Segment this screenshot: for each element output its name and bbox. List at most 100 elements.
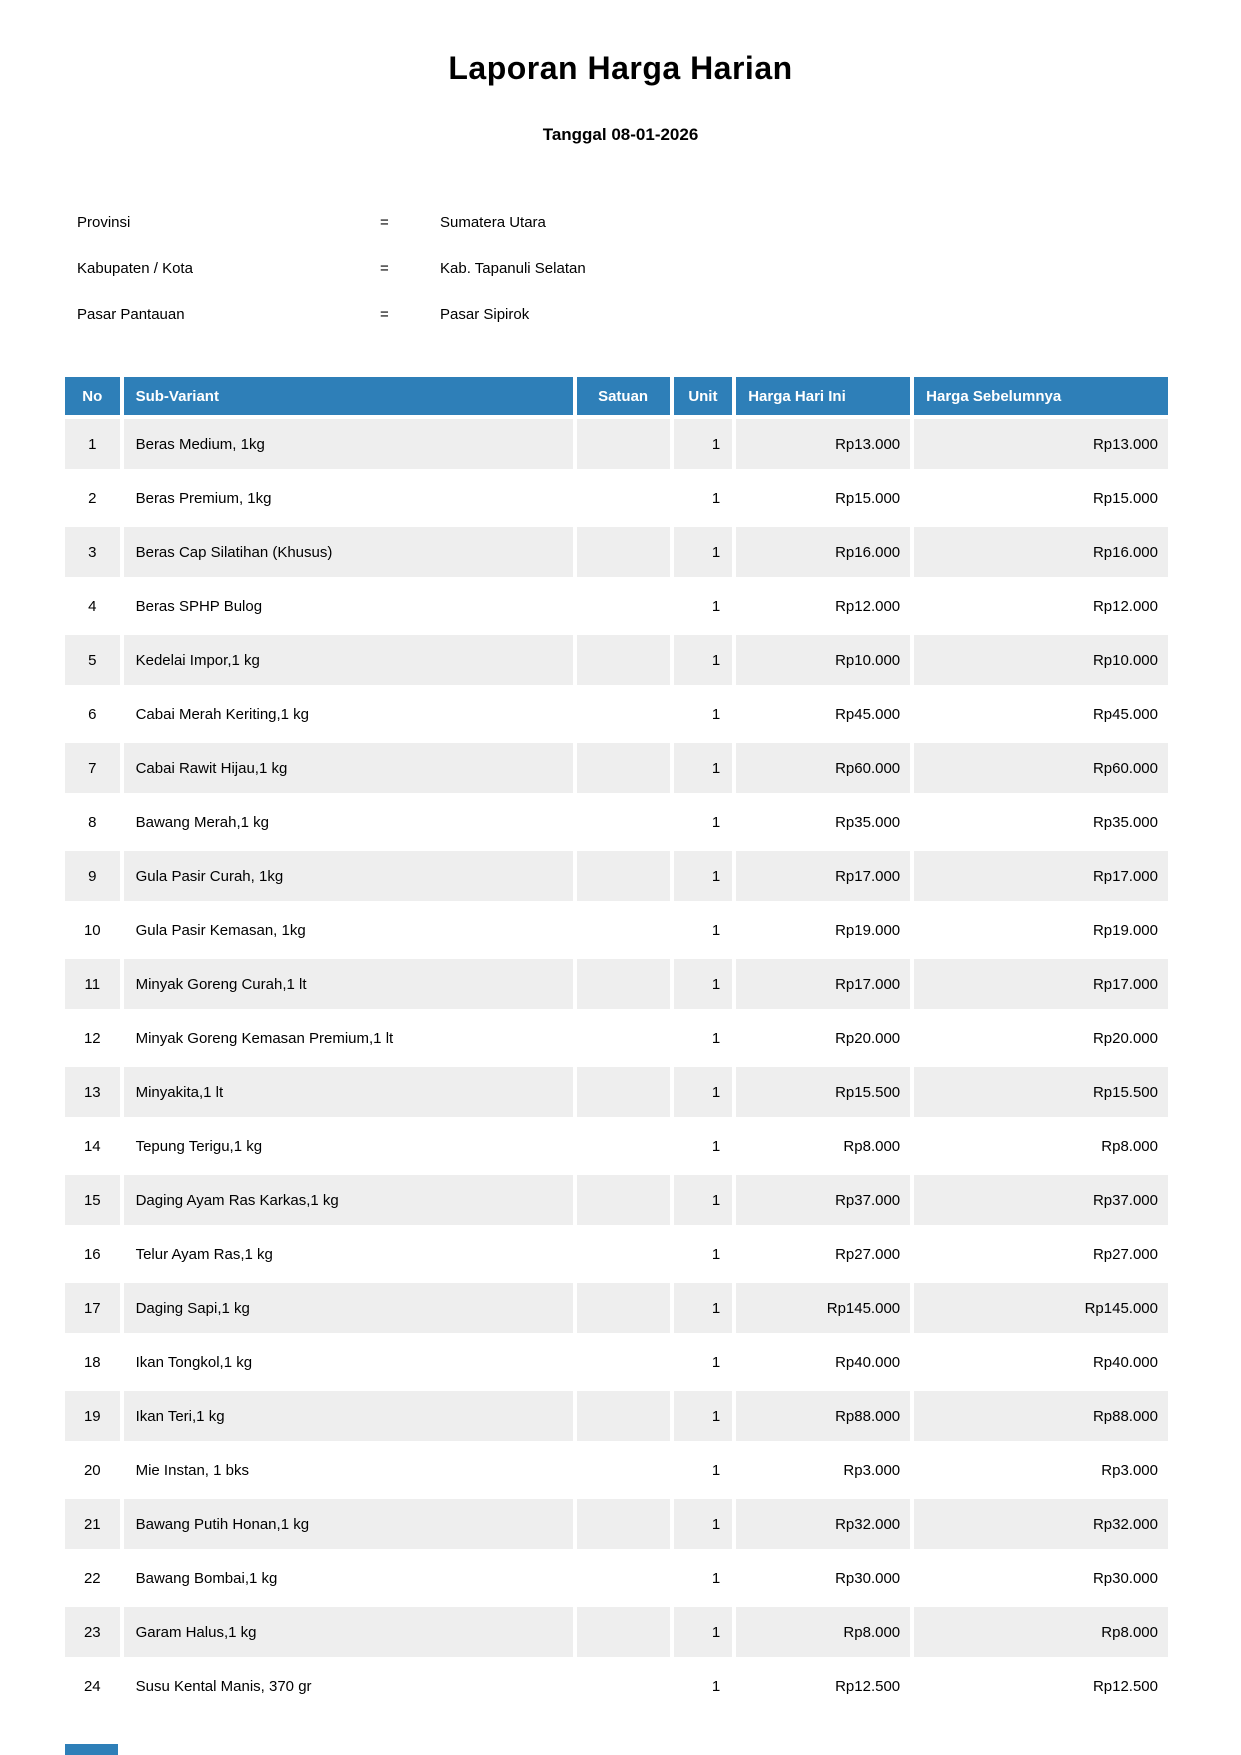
cell-no: 14 [65, 1121, 120, 1171]
cell-harga-hari-ini: Rp88.000 [736, 1391, 911, 1441]
meta-separator: = [380, 259, 389, 277]
table-row: 2 Beras Premium, 1kg 1 Rp15.000 Rp15.000 [65, 473, 1168, 523]
cell-sub-variant: Minyak Goreng Curah,1 lt [123, 959, 573, 1009]
cell-harga-sebelumnya: Rp12.000 [914, 581, 1168, 631]
header-sub-variant: Sub-Variant [123, 377, 573, 415]
cell-sub-variant: Gula Pasir Curah, 1kg [123, 851, 573, 901]
table-row: 22 Bawang Bombai,1 kg 1 Rp30.000 Rp30.000 [65, 1553, 1168, 1603]
cell-satuan [576, 473, 670, 523]
cell-no: 13 [65, 1067, 120, 1117]
cell-satuan [576, 1175, 670, 1225]
cell-sub-variant: Telur Ayam Ras,1 kg [123, 1229, 573, 1279]
cell-harga-sebelumnya: Rp45.000 [914, 689, 1168, 739]
table-row: 19 Ikan Teri,1 kg 1 Rp88.000 Rp88.000 [65, 1391, 1168, 1441]
meta-separator: = [380, 213, 389, 231]
cell-harga-hari-ini: Rp27.000 [736, 1229, 911, 1279]
cell-sub-variant: Gula Pasir Kemasan, 1kg [123, 905, 573, 955]
header-satuan: Satuan [576, 377, 670, 415]
cell-no: 4 [65, 581, 120, 631]
cell-harga-hari-ini: Rp20.000 [736, 1013, 911, 1063]
cell-no: 8 [65, 797, 120, 847]
cell-harga-sebelumnya: Rp19.000 [914, 905, 1168, 955]
cell-no: 18 [65, 1337, 120, 1387]
cell-harga-hari-ini: Rp37.000 [736, 1175, 911, 1225]
cell-sub-variant: Beras SPHP Bulog [123, 581, 573, 631]
table-row: 4 Beras SPHP Bulog 1 Rp12.000 Rp12.000 [65, 581, 1168, 631]
cell-unit: 1 [673, 689, 733, 739]
cell-sub-variant: Mie Instan, 1 bks [123, 1445, 573, 1495]
cell-harga-hari-ini: Rp45.000 [736, 689, 911, 739]
table-row: 16 Telur Ayam Ras,1 kg 1 Rp27.000 Rp27.000 [65, 1229, 1168, 1279]
next-page-table-header-sliver [65, 1744, 118, 1755]
cell-harga-sebelumnya: Rp20.000 [914, 1013, 1168, 1063]
cell-unit: 1 [673, 1175, 733, 1225]
cell-no: 6 [65, 689, 120, 739]
price-table-body: 1 Beras Medium, 1kg 1 Rp13.000 Rp13.000 2 Bera… [65, 419, 1168, 1711]
cell-satuan [576, 419, 670, 469]
table-row: 13 Minyakita,1 lt 1 Rp15.500 Rp15.500 [65, 1067, 1168, 1117]
cell-sub-variant: Cabai Merah Keriting,1 kg [123, 689, 573, 739]
cell-no: 9 [65, 851, 120, 901]
cell-no: 1 [65, 419, 120, 469]
cell-unit: 1 [673, 1337, 733, 1387]
cell-sub-variant: Garam Halus,1 kg [123, 1607, 573, 1657]
cell-sub-variant: Minyak Goreng Kemasan Premium,1 lt [123, 1013, 573, 1063]
cell-unit: 1 [673, 851, 733, 901]
cell-unit: 1 [673, 743, 733, 793]
cell-harga-hari-ini: Rp17.000 [736, 851, 911, 901]
cell-unit: 1 [673, 905, 733, 955]
cell-sub-variant: Beras Medium, 1kg [123, 419, 573, 469]
table-row: 18 Ikan Tongkol,1 kg 1 Rp40.000 Rp40.000 [65, 1337, 1168, 1387]
cell-harga-sebelumnya: Rp60.000 [914, 743, 1168, 793]
cell-harga-hari-ini: Rp40.000 [736, 1337, 911, 1387]
cell-harga-sebelumnya: Rp30.000 [914, 1553, 1168, 1603]
table-row: 14 Tepung Terigu,1 kg 1 Rp8.000 Rp8.000 [65, 1121, 1168, 1171]
header-harga-hari-ini: Harga Hari Ini [736, 377, 911, 415]
cell-sub-variant: Bawang Bombai,1 kg [123, 1553, 573, 1603]
cell-harga-hari-ini: Rp19.000 [736, 905, 911, 955]
cell-satuan [576, 1661, 670, 1711]
cell-unit: 1 [673, 473, 733, 523]
cell-harga-sebelumnya: Rp40.000 [914, 1337, 1168, 1387]
report-page: Laporan Harga Harian Tanggal 08-01-2026 … [65, 50, 1241, 1755]
cell-unit: 1 [673, 527, 733, 577]
cell-satuan [576, 851, 670, 901]
report-date: Tanggal 08-01-2026 [542, 125, 699, 144]
cell-harga-sebelumnya: Rp8.000 [914, 1607, 1168, 1657]
cell-harga-hari-ini: Rp3.000 [736, 1445, 911, 1495]
cell-unit: 1 [673, 1607, 733, 1657]
cell-unit: 1 [673, 797, 733, 847]
table-row: 8 Bawang Merah,1 kg 1 Rp35.000 Rp35.000 [65, 797, 1168, 847]
cell-no: 20 [65, 1445, 120, 1495]
cell-harga-sebelumnya: Rp35.000 [914, 797, 1168, 847]
cell-sub-variant: Cabai Rawit Hijau,1 kg [123, 743, 573, 793]
report-title: Laporan Harga Harian [448, 50, 793, 86]
cell-satuan [576, 1499, 670, 1549]
cell-satuan [576, 1445, 670, 1495]
cell-no: 17 [65, 1283, 120, 1333]
meta-value-kabupaten-kota: Kab. Tapanuli Selatan [440, 259, 586, 277]
cell-satuan [576, 689, 670, 739]
cell-harga-hari-ini: Rp13.000 [736, 419, 911, 469]
cell-satuan [576, 959, 670, 1009]
cell-harga-hari-ini: Rp17.000 [736, 959, 911, 1009]
cell-harga-hari-ini: Rp10.000 [736, 635, 911, 685]
cell-unit: 1 [673, 419, 733, 469]
cell-satuan [576, 797, 670, 847]
cell-unit: 1 [673, 1283, 733, 1333]
cell-harga-sebelumnya: Rp3.000 [914, 1445, 1168, 1495]
meta-section: Provinsi = Sumatera Utara Kabupaten / Ko… [77, 199, 1241, 337]
header-unit: Unit [673, 377, 733, 415]
table-row: 24 Susu Kental Manis, 370 gr 1 Rp12.500 Rp12… [65, 1661, 1168, 1711]
cell-unit: 1 [673, 1121, 733, 1171]
cell-sub-variant: Beras Premium, 1kg [123, 473, 573, 523]
cell-sub-variant: Ikan Tongkol,1 kg [123, 1337, 573, 1387]
cell-satuan [576, 1013, 670, 1063]
meta-row-provinsi: Provinsi = Sumatera Utara [77, 199, 1241, 245]
header-row: No Sub-Variant Satuan Unit Harga Hari In… [65, 377, 1168, 415]
cell-satuan [576, 527, 670, 577]
cell-unit: 1 [673, 1553, 733, 1603]
cell-satuan [576, 1607, 670, 1657]
meta-row-kabupaten-kota: Kabupaten / Kota = Kab. Tapanuli Selatan [77, 245, 1241, 291]
cell-no: 5 [65, 635, 120, 685]
